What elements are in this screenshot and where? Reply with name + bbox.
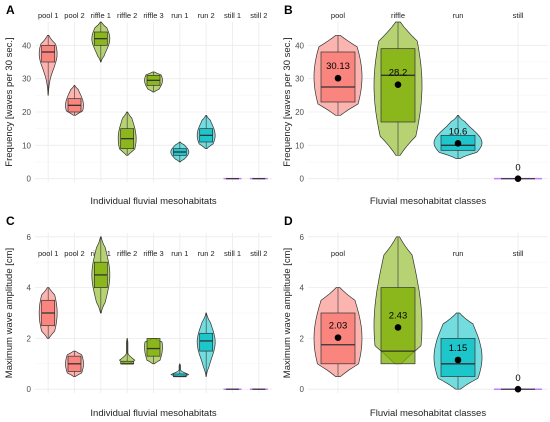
violin-box-run-1 [170,363,190,378]
panel-letter: C [6,214,15,228]
box-mark [41,44,56,63]
violin-box-pool-1 [38,34,58,96]
y-tick-label: 30 [295,75,304,84]
y-tick-label: 10 [22,141,31,150]
violin-box-run-2 [196,114,216,150]
category-label: still [513,11,524,20]
violin-box-riffle-1 [91,21,111,63]
category-label: run 2 [198,11,215,20]
violin-box-pool-2 [65,84,84,116]
mean-point [454,140,462,147]
violin-box-run [433,312,483,390]
mean-label: 10.6 [449,126,468,137]
category-label: pool 2 [64,11,84,20]
y-axis-label: Maximum wave amplitude [cm] [4,248,15,378]
mean-label: 2.43 [389,310,408,321]
y-tick-label: 0 [27,175,32,184]
violin-box-run-2 [196,312,216,377]
violin-box-pool-1 [38,287,58,339]
y-tick-label: 0 [27,385,32,394]
mean-label: 0 [515,163,520,174]
y-tick-label: 2 [300,334,305,343]
category-label: run [453,11,464,20]
y-axis-label: Frequency [waves per 30 sec.] [282,37,293,166]
box-mark [199,332,214,352]
category-label: riffle [391,11,405,20]
mean-point [334,334,342,341]
y-tick-label: 4 [300,284,305,293]
violin-box-riffle-2 [117,111,137,156]
x-axis-label: Individual fluvial mesohabitats [90,408,216,419]
mean-point [394,324,402,331]
y-tick-label: 30 [22,75,31,84]
violin-box-riffle-3 [144,338,163,365]
mean-label: 28.2 [389,68,408,79]
y-tick-label: 6 [300,233,305,242]
category-label: run 1 [171,249,188,258]
y-tick-label: 40 [22,41,31,50]
y-tick-label: 20 [22,108,31,117]
x-axis-label: Individual fluvial mesohabitats [90,196,216,207]
category-label: still 1 [224,11,241,20]
y-tick-label: 40 [295,41,304,50]
mean-point [454,356,462,364]
panel-letter: B [284,3,293,17]
y-tick-label: 4 [27,284,32,293]
category-label: still 2 [250,249,267,258]
mean-label: 1.15 [449,343,468,354]
category-label: riffle 3 [143,249,163,258]
mean-point [394,81,402,88]
panel-letter: D [284,214,293,228]
mean-point [514,175,522,182]
box-mark [146,338,161,357]
violin-box-riffle-1 [91,236,111,314]
category-label: run 1 [171,11,188,20]
category-label: pool [331,11,346,20]
category-label: still [513,249,524,258]
violin-box-pool [313,287,363,377]
violin-box-run-1 [170,141,190,163]
category-label: riffle 3 [143,11,163,20]
category-label: still 1 [224,249,241,258]
mean-point [334,74,342,82]
violin-box-pool-2 [65,350,84,377]
y-tick-label: 2 [27,334,32,343]
panel-b: B 0 10 20 30 40 pool riffle run still Fluvial meso… [282,3,548,207]
category-label: riffle 2 [117,249,137,258]
panel-letter: A [6,3,15,17]
y-axis-label: Frequency [waves per 30 sec.] [4,37,15,166]
y-tick-label: 20 [295,108,304,117]
violin-box-riffle-3 [144,71,163,93]
panel-d: D0246poolrifflerunstillFluvial mesohabit… [282,214,548,419]
violin-box-riffle [373,236,423,365]
category-label: run [453,249,464,258]
x-axis-label: Fluvial mesohabitat classes [370,196,486,207]
category-label: riffle 2 [117,11,137,20]
category-label: pool 1 [38,11,58,20]
category-label: still 2 [250,11,267,20]
violin-box-riffle-2 [118,338,136,365]
panel-a: A 0 10 20 30 40 pool 1 pool 2 riffle 1 riffle 2 ri… [4,3,272,207]
x-axis-label: Fluvial mesohabitat classes [370,408,486,419]
violin-box-riffle [373,21,423,156]
mean-point [514,385,522,393]
mean-label: 0 [515,373,520,384]
category-label: riffle 1 [91,11,111,20]
mean-label: 30.13 [326,61,350,72]
y-tick-label: 0 [300,385,305,394]
y-tick-label: 6 [27,233,32,242]
y-tick-label: 0 [300,175,305,184]
y-tick-label: 10 [295,141,304,150]
category-label: pool 1 [38,249,58,258]
y-axis-label: Maximum wave amplitude [cm] [282,248,293,378]
category-label: pool [331,249,346,258]
category-label: pool 2 [64,249,84,258]
mean-label: 2.03 [329,321,348,332]
category-label: run 2 [198,249,215,258]
